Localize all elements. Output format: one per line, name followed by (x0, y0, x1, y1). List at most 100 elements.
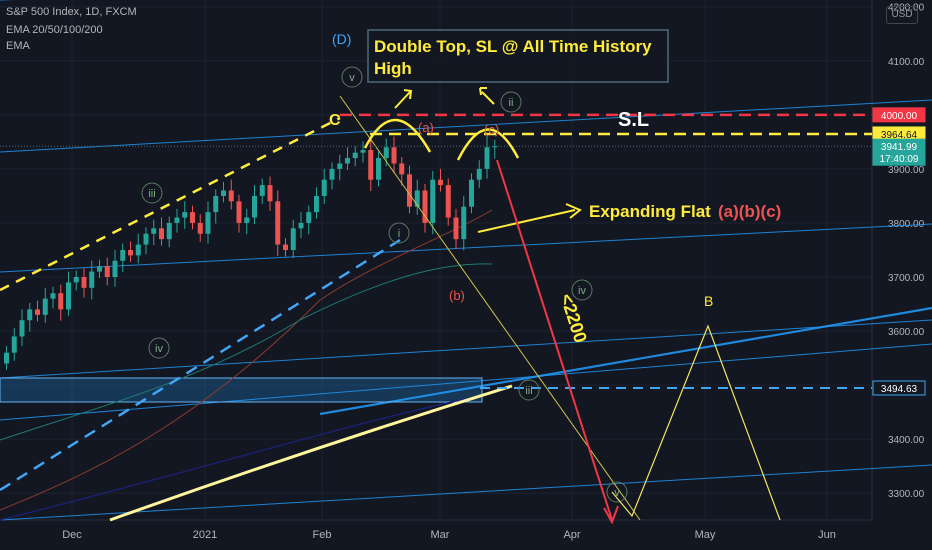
candle-body (407, 174, 412, 207)
channel-line (0, 223, 932, 273)
x-tick-label: Mar (431, 529, 450, 541)
channel-line (0, 319, 932, 379)
candle-body (89, 271, 95, 288)
x-tick-label: May (695, 529, 716, 541)
annotation-box (367, 29, 669, 83)
wave-D-label: (D) (332, 31, 351, 47)
projection-arrow (496, 159, 619, 525)
arrow-up-2 (479, 87, 495, 105)
support-zone (0, 377, 483, 403)
currency-badge[interactable]: USD (886, 6, 918, 24)
candle-body (182, 212, 188, 218)
candle-body (11, 336, 17, 353)
y-tick-label: 3600.00 (888, 327, 925, 338)
ema-line-2[interactable]: EMA (6, 40, 30, 52)
channel-line (0, 99, 932, 153)
candle-body (337, 163, 343, 169)
wave-b-label: (b) (449, 288, 465, 303)
wave-v2-label-circle (606, 481, 628, 503)
y-tick-label: 3700.00 (888, 273, 925, 284)
candle-body (461, 206, 467, 240)
ema-200 (109, 384, 513, 522)
expanding-flat-label: Expanding Flat (589, 202, 711, 221)
price-marker-bg (872, 380, 926, 396)
candle-body (190, 212, 195, 223)
ema-100 (0, 395, 481, 521)
wave-v-label: v (349, 72, 355, 84)
candle-body (120, 249, 126, 261)
candle-body (221, 190, 226, 196)
ema-20 (0, 209, 493, 511)
candle-body (383, 147, 389, 159)
y-tick-label: 3400.00 (888, 435, 925, 446)
candle-body (73, 276, 79, 283)
candle-body (321, 179, 327, 196)
wave-C-label: C (329, 112, 341, 129)
candle-body (174, 217, 180, 223)
wave-i-label: i (398, 228, 400, 240)
candle-body (104, 266, 110, 277)
candle-body (236, 201, 242, 223)
candle-body (329, 168, 335, 180)
dashed-trendline-upper (0, 116, 341, 292)
wave-iii2-label-circle (518, 379, 540, 401)
candle-body (50, 293, 56, 299)
wave-ii-label: ii (509, 97, 514, 109)
y-tick-label: 4200.00 (888, 3, 925, 14)
channel-line (0, 343, 932, 421)
candle-body (267, 185, 273, 202)
flat-abc-labels: (a)(b)(c) (718, 202, 781, 221)
candle-body (112, 260, 118, 277)
candle-body (4, 352, 9, 364)
candle-body (298, 222, 304, 229)
candle-body (252, 195, 257, 218)
wave-i-label-circle (388, 222, 410, 244)
candle-body (422, 190, 428, 223)
arrow-up-1 (394, 89, 413, 109)
candle-body (58, 293, 64, 310)
channel-line-main (319, 306, 932, 416)
annotation-box-line2: High (374, 59, 412, 78)
candle-body (345, 158, 350, 164)
double-top-arc-1 (363, 118, 432, 153)
candle-body (35, 309, 40, 315)
candle-body (151, 228, 157, 234)
symbol-line[interactable]: S&P 500 Index, 1D, FXCM (6, 6, 137, 18)
candle-body (259, 185, 265, 196)
annotation-box-line1: Double Top, SL @ All Time History (374, 37, 652, 56)
candle-body (166, 222, 172, 240)
candle-body (213, 195, 219, 213)
price-marker-bg (872, 107, 926, 123)
candle-body (275, 201, 281, 245)
candle-body (476, 168, 482, 180)
wave-iv2-label-circle (571, 279, 593, 301)
candle-body (159, 228, 164, 240)
proj-B-label: B (704, 293, 713, 309)
ema-50 (0, 263, 493, 441)
wave-iii-label-circle (141, 182, 163, 204)
candle-body (228, 190, 234, 202)
price-marker-timer: 17:40:09 (880, 154, 919, 165)
candle-body (66, 282, 71, 310)
wave-iv2-label: iv (578, 285, 586, 297)
candle-body (484, 147, 490, 169)
wave-ii-label-circle (500, 91, 522, 113)
expanding-flat-arrow (477, 203, 582, 233)
candle-body (492, 146, 498, 148)
projection-zigzag (611, 324, 781, 521)
candle-body (368, 149, 374, 180)
y-tick-label: 3800.00 (888, 219, 925, 230)
wave-iii-label: iii (148, 188, 155, 200)
wave-iii2-label: iii (525, 385, 532, 397)
sl-label: S.L (618, 109, 649, 131)
candle-body (376, 158, 381, 180)
y-tick-label: 4100.00 (888, 57, 925, 68)
candle-body (306, 212, 312, 223)
x-tick-label: 2021 (193, 529, 217, 541)
candle-body (453, 217, 459, 240)
candle-body (430, 179, 436, 223)
candle-body (290, 228, 296, 250)
wave-v2-label: v (614, 487, 620, 499)
ema-line[interactable]: EMA 20/50/100/200 (6, 24, 103, 36)
